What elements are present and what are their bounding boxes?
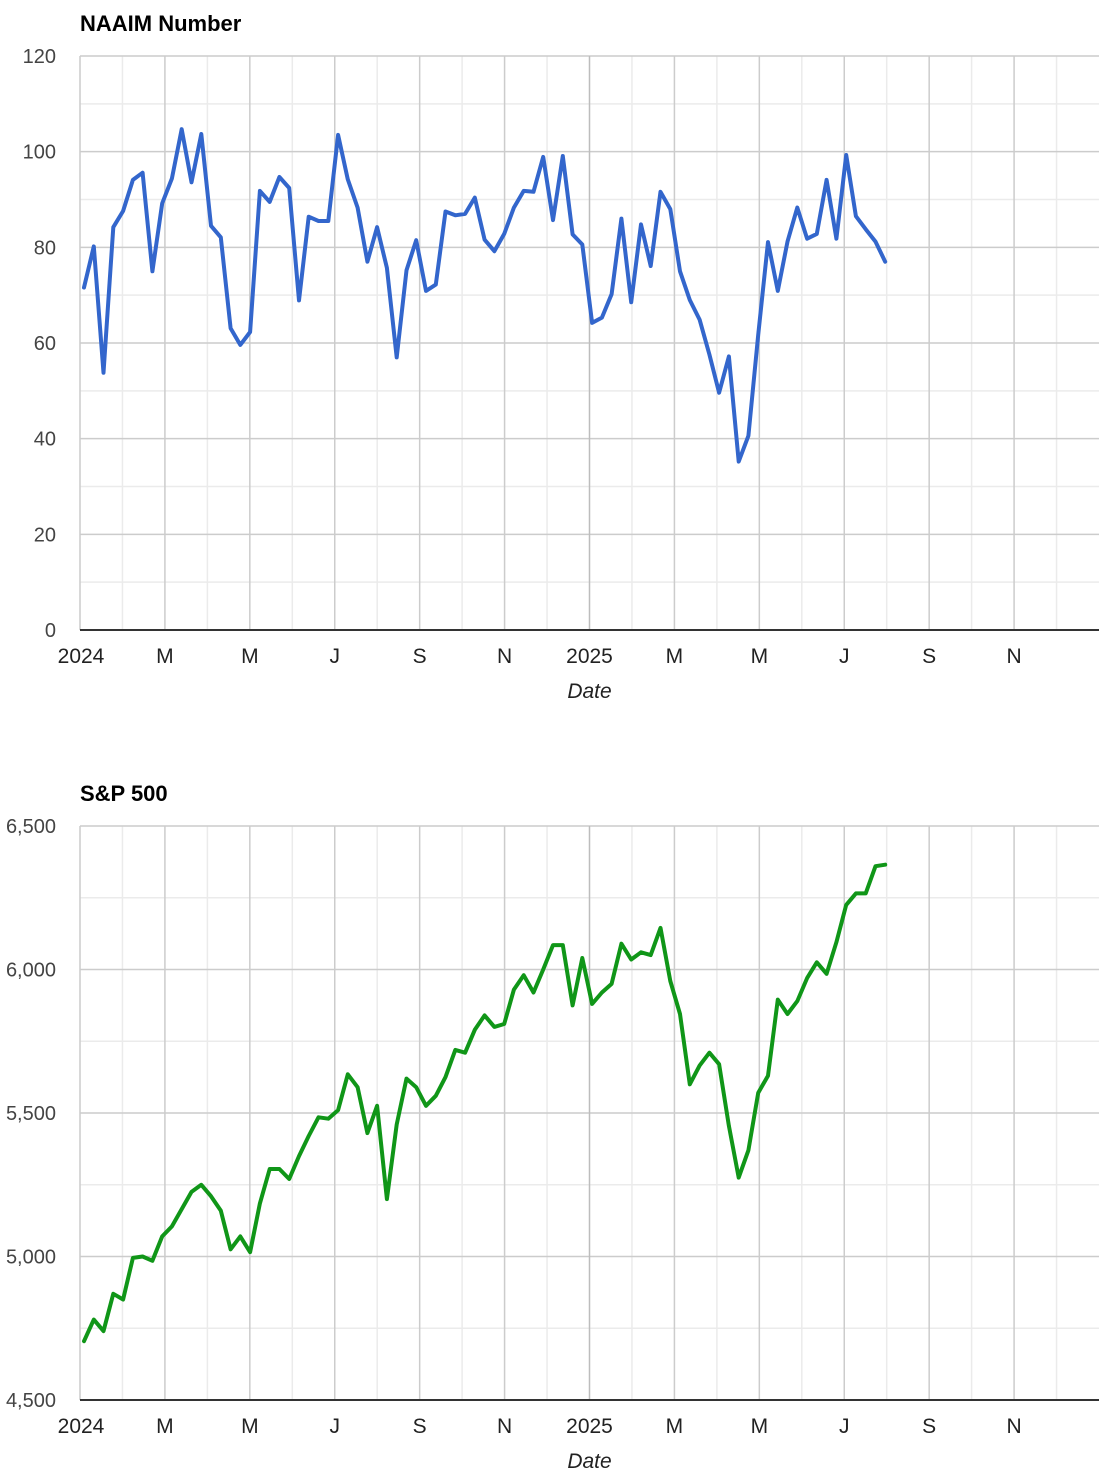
naaim-plot: 0 20 40 60 80 100 120 2024 M M J S N 2025 M M J S N Date: [23, 46, 1099, 703]
y-tick-label: 5,000: [6, 1247, 56, 1269]
y-tick-label: 40: [34, 429, 56, 451]
x-tick-label: M: [241, 1415, 259, 1438]
x-tick-label: M: [751, 1415, 769, 1438]
y-tick-label: 20: [34, 524, 56, 546]
x-tick-label: S: [413, 645, 427, 668]
y-tick-label: 60: [34, 333, 56, 355]
x-tick-label: 2025: [566, 645, 613, 668]
series-line: [82, 862, 888, 1344]
x-tick-label: S: [922, 645, 936, 668]
y-tick-label: 100: [23, 142, 56, 164]
grid: [79, 55, 1099, 631]
x-tick-label: J: [330, 645, 341, 668]
x-tick-label: J: [330, 1415, 341, 1438]
y-tick-label: 4,500: [6, 1390, 56, 1412]
chart-title: S&P 500: [80, 781, 168, 806]
x-tick-label: M: [156, 1415, 174, 1438]
x-tick-label: M: [666, 645, 684, 668]
y-tick-label: 120: [23, 46, 56, 68]
x-tick-label: J: [839, 645, 850, 668]
x-tick-label: 2025: [566, 1415, 613, 1438]
naaim-chart: NAAIM Number 0 20 40 60 80 100 120 2024 M M J S N 202…: [0, 0, 1116, 720]
y-tick-label: 80: [34, 237, 56, 259]
x-tick-label: M: [751, 645, 769, 668]
x-tick-label: N: [1006, 1415, 1021, 1438]
x-tick-label: N: [497, 645, 512, 668]
chart-title: NAAIM Number: [80, 11, 242, 36]
x-tick-label: 2024: [58, 645, 105, 668]
sp500-plot: 4,500 5,000 5,500 6,000 6,500 2024 M M J S N 2025 M M…: [6, 816, 1099, 1473]
series-points: [83, 864, 886, 1342]
x-axis-title: Date: [567, 680, 611, 703]
x-tick-label: M: [156, 645, 174, 668]
sp500-chart: S&P 500 4,500 5,000 5,500 6,000 6,500 2024 M M J…: [0, 770, 1116, 1477]
x-tick-label: S: [922, 1415, 936, 1438]
x-tick-label: M: [241, 645, 259, 668]
series-points: [83, 129, 886, 462]
y-tick-label: 6,000: [6, 960, 56, 982]
x-tick-label: 2024: [58, 1415, 105, 1438]
grid: [79, 825, 1099, 1401]
x-tick-label: S: [413, 1415, 427, 1438]
y-tick-label: 5,500: [6, 1103, 56, 1125]
x-tick-label: N: [497, 1415, 512, 1438]
x-tick-label: J: [839, 1415, 850, 1438]
x-axis-title: Date: [567, 1450, 611, 1473]
y-tick-label: 0: [45, 620, 56, 642]
x-tick-label: M: [666, 1415, 684, 1438]
x-tick-label: N: [1006, 645, 1021, 668]
y-tick-label: 6,500: [6, 816, 56, 838]
